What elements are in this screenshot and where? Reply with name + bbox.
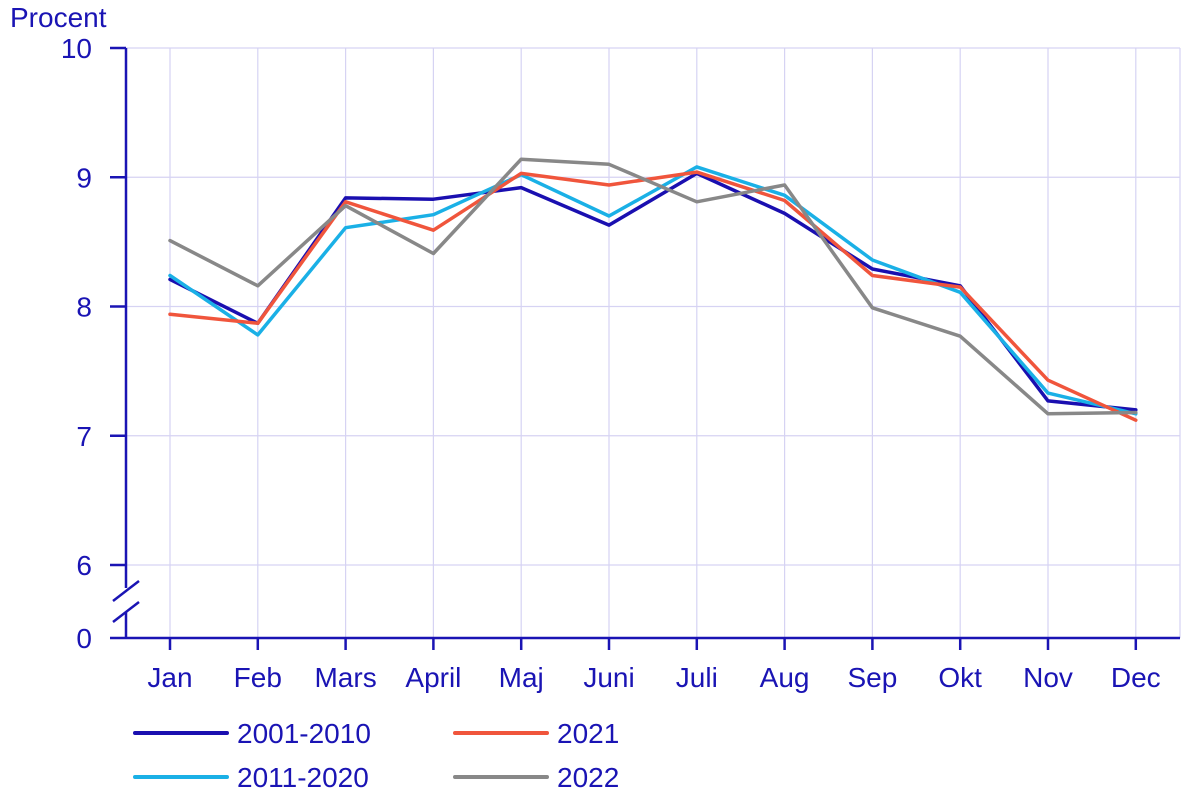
legend-label: 2022 [557,762,619,793]
y-unit-label: Procent [10,2,107,33]
legend: 2001-2010 2021 2011-2020 2022 [133,718,619,793]
x-tick-label: Feb [234,662,282,693]
legend-label: 2011-2020 [237,762,369,793]
series-line-2001-2010 [168,171,1138,412]
x-tick-label: Jan [147,662,192,693]
legend-item: 2021 [453,718,619,749]
y-tick-label: 8 [76,292,92,323]
legend-label: 2021 [557,718,619,749]
x-tick-label: Juli [676,662,718,693]
x-tick-label: Sep [847,662,897,693]
x-tick-label: Mars [314,662,376,693]
y-tick-labels: 0 6 7 8 9 10 [61,33,92,654]
series-line-2021 [168,170,1138,422]
series-lines [168,157,1138,422]
legend-item: 2022 [453,762,619,793]
y-tick-label: 9 [76,162,92,193]
series-line-2011-2020 [168,165,1138,416]
y-tick-label: 6 [76,550,92,581]
series-line-2022 [168,157,1138,416]
axis-break-mark [112,601,140,623]
x-tick-label: Aug [760,662,810,693]
x-tick-label: Nov [1023,662,1073,693]
y-tick-label: 7 [76,421,92,452]
axis-break-mark [112,580,140,602]
grid [126,47,1181,638]
y-tick-label: 10 [61,33,92,64]
axes [110,46,1180,650]
x-tick-labels: Jan Feb Mars April Maj Juni Juli Aug Sep Okt Nov De… [147,662,1160,693]
x-tick-label: April [405,662,461,693]
x-tick-label: Dec [1111,662,1161,693]
legend-label: 2001-2010 [237,718,371,749]
x-tick-label: Juni [583,662,634,693]
legend-item: 2011-2020 [133,762,369,793]
x-tick-label: Okt [938,662,982,693]
y-tick-label: 0 [76,623,92,654]
x-tick-label: Maj [499,662,544,693]
legend-item: 2001-2010 [133,718,371,749]
